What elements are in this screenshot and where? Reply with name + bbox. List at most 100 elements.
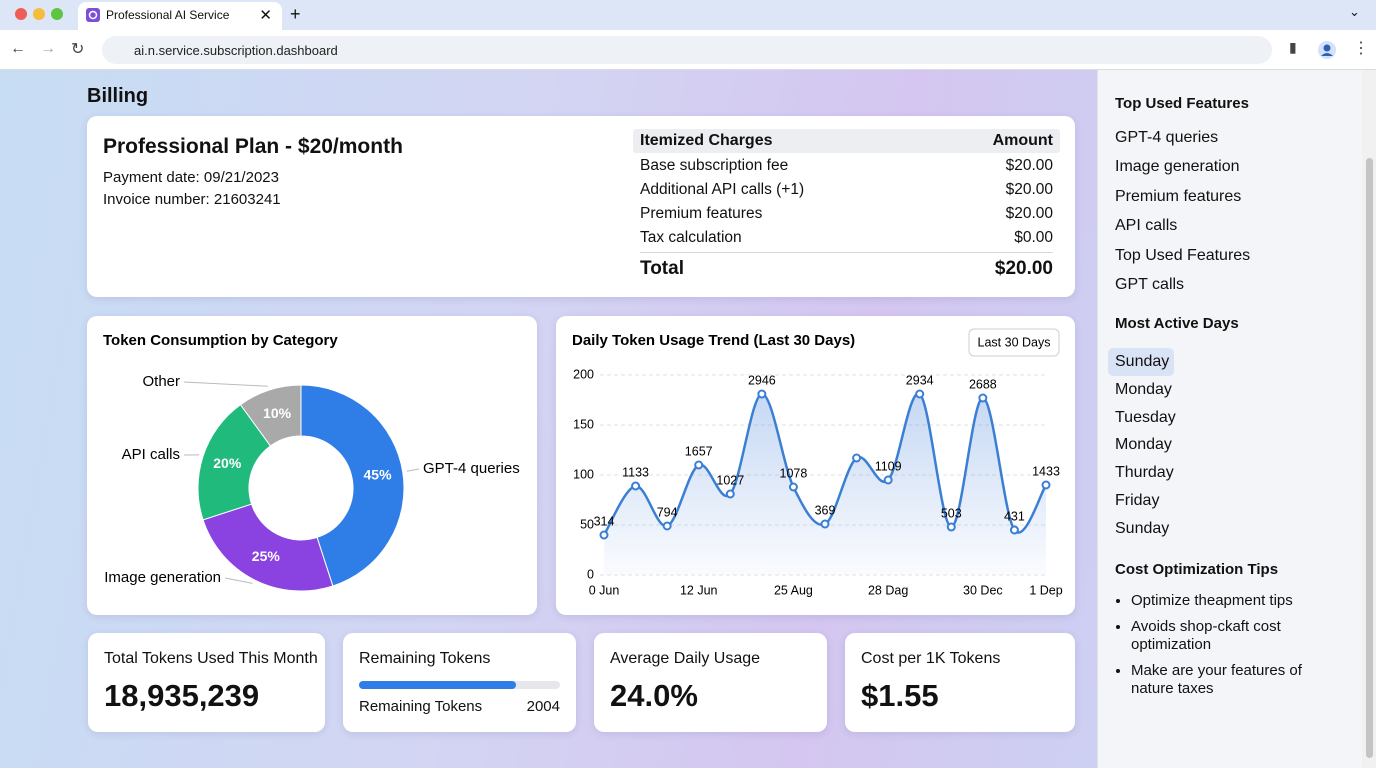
stat-value: 18,935,239 — [104, 678, 260, 713]
point-label: 1433 — [1032, 464, 1060, 478]
side-panel[interactable]: ▮ — [1289, 39, 1297, 55]
x-tick-label: 1 Dep — [1029, 583, 1062, 597]
row-label: Additional API calls (+1) — [640, 181, 805, 198]
selected-day-bg — [1108, 348, 1174, 376]
feature-item: GPT calls — [1115, 276, 1185, 293]
row-label: Tax calculation — [640, 229, 742, 246]
sidebar: Top Used Features GPT-4 queries Image gene… — [1097, 70, 1362, 768]
total-amount: $20.00 — [994, 258, 1053, 279]
point — [1041, 480, 1051, 490]
url: ai.n.service.subscription.dashboard — [134, 43, 338, 58]
stat-sub-value: 2004 — [526, 698, 560, 715]
point — [1009, 525, 1019, 535]
point — [788, 482, 798, 492]
slice-label: 25% — [252, 548, 281, 564]
day-item[interactable]: Thurday — [1115, 464, 1174, 482]
chart-title: Daily Token Usage Trend (Last 30 Days) — [572, 332, 855, 349]
y-tick-label: 150 — [573, 417, 594, 431]
point — [694, 460, 704, 470]
point-label: 314 — [594, 514, 615, 528]
row-amount: $20.00 — [1005, 181, 1053, 198]
feature-item: Image generation — [1115, 158, 1240, 176]
point — [883, 475, 893, 485]
chart-title: Token Consumption by Category — [103, 332, 338, 349]
total-label: Total — [640, 258, 684, 279]
point — [662, 521, 672, 531]
day-item[interactable]: Sunday — [1115, 353, 1170, 370]
url-field[interactable]: ai.n.service.subscription.dashboard — [102, 36, 1272, 64]
point — [599, 530, 609, 540]
row-amount: $20.00 — [1005, 157, 1053, 174]
plan-card: Professional Plan - $20/month Payment da… — [87, 116, 1075, 297]
point — [946, 522, 956, 532]
slice-label: 20% — [213, 455, 242, 471]
section-title: Top Used Features — [1115, 95, 1249, 112]
page-title: Billing — [87, 85, 149, 107]
browser-tab[interactable]: Professional AI Service ✕ — [78, 2, 282, 30]
donut-slice — [239, 384, 302, 447]
stat-label: Cost per 1K Tokens — [861, 650, 1001, 667]
point-label: 1078 — [780, 466, 808, 480]
reload[interactable]: ↻ — [71, 41, 85, 58]
donut-slice — [197, 403, 272, 521]
donut-slice — [300, 384, 405, 587]
day-item[interactable]: Monday — [1115, 436, 1172, 454]
scroll-thumb[interactable] — [1366, 158, 1373, 758]
row-amount: $20.00 — [1005, 205, 1053, 222]
row-amount: $0.00 — [1014, 229, 1053, 246]
divider — [640, 252, 1053, 253]
tab-title: Professional AI Service — [106, 8, 230, 22]
new-tab[interactable]: + — [290, 4, 301, 24]
point-label: 2688 — [969, 377, 997, 391]
x-tick-label: 30 Dec — [963, 583, 1003, 597]
stat-label: Total Tokens Used This Month — [104, 650, 318, 667]
forward[interactable]: → — [40, 40, 56, 57]
stat-value: 24.0% — [610, 678, 698, 713]
payment-date: Payment date: 09/21/2023 — [103, 169, 279, 186]
back[interactable]: ← — [10, 40, 26, 57]
day-item[interactable]: Tuesday — [1115, 408, 1176, 426]
day-item[interactable]: Friday — [1115, 492, 1160, 509]
tip-item: Make are your features of nature taxes — [1131, 662, 1328, 698]
point-label: 1027 — [716, 473, 744, 487]
category-label: Other — [142, 373, 180, 390]
profile[interactable] — [1317, 40, 1337, 60]
point-label: 2946 — [748, 373, 776, 387]
leader-line — [183, 381, 268, 387]
point-label: 1109 — [875, 459, 902, 473]
slice-label: 10% — [263, 405, 292, 421]
point — [757, 389, 767, 399]
stat-label: Remaining Tokens — [359, 650, 491, 667]
category-label: GPT-4 queries — [423, 460, 520, 477]
stat-label: Average Daily Usage — [610, 650, 761, 667]
tab-menu[interactable]: ⌄ — [1349, 4, 1360, 19]
y-tick-label: 0 — [587, 567, 594, 581]
y-tick-label: 50 — [580, 517, 594, 531]
window-controls[interactable] — [0, 0, 80, 30]
point — [852, 453, 862, 463]
day-item[interactable]: Monday — [1115, 380, 1172, 398]
stat-card: Total Tokens Used This Month 18,935,239 — [88, 633, 325, 732]
category-label: Image generation — [104, 569, 221, 586]
progress-track — [359, 681, 560, 689]
tab-close[interactable]: ✕ — [259, 7, 272, 24]
point-label: 1133 — [622, 465, 649, 479]
range-button[interactable] — [968, 328, 1060, 357]
feature-item: API calls — [1115, 217, 1178, 235]
donut-card: Token Consumption by Category 45% GPT-4 q… — [87, 316, 537, 615]
point-label: 503 — [941, 506, 962, 520]
point-label: 369 — [815, 503, 836, 517]
leader-line — [406, 468, 420, 472]
menu[interactable]: ⋮ — [1353, 40, 1369, 57]
tips-list: Optimize theapment tips Avoids shop-ckaft… — [1098, 592, 1328, 706]
progress-bar — [359, 681, 516, 689]
row-label: Premium features — [640, 205, 763, 222]
point — [631, 481, 641, 491]
feature-item: Premium features — [1115, 187, 1242, 205]
invoice-number: Invoice number: 21603241 — [103, 191, 281, 208]
day-item[interactable]: Sunday — [1115, 519, 1170, 537]
x-tick-label: 0 Jun — [589, 583, 620, 597]
feature-item: GPT-4 queries — [1115, 129, 1219, 146]
table-header: Itemized Charges Amount — [633, 129, 1060, 153]
